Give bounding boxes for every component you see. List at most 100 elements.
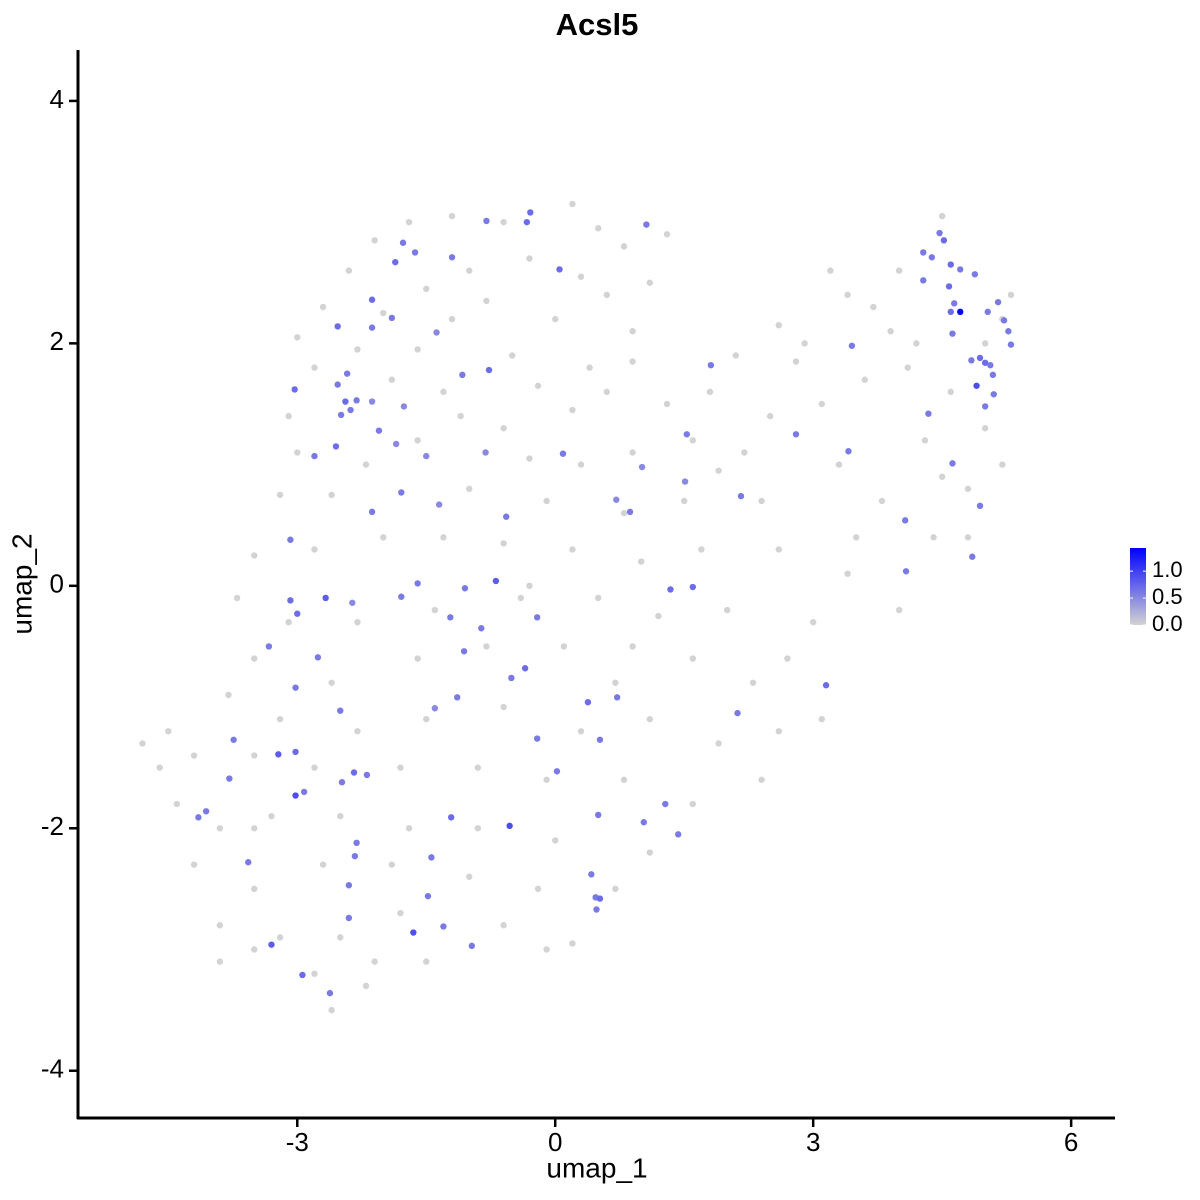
point [334, 381, 341, 388]
point [527, 209, 534, 216]
point [362, 982, 370, 990]
point [921, 437, 929, 444]
point [414, 655, 421, 662]
point [447, 814, 455, 821]
point [973, 382, 980, 389]
point [195, 814, 202, 821]
point [388, 861, 396, 868]
point [517, 594, 525, 602]
y-tick-label: 0 [50, 569, 64, 599]
point [981, 425, 989, 432]
point [707, 361, 715, 369]
point [681, 478, 689, 485]
point [533, 735, 541, 742]
point [792, 358, 800, 365]
point [265, 643, 273, 650]
point [588, 871, 595, 878]
x-tick-label: 6 [1064, 1127, 1078, 1157]
point [397, 764, 404, 771]
colorbar-label: 0.0 [1152, 611, 1183, 636]
point [328, 1006, 335, 1014]
point [749, 679, 757, 686]
point [478, 625, 485, 632]
point [371, 237, 378, 244]
point [291, 386, 298, 393]
point [216, 922, 224, 929]
point [818, 400, 825, 408]
point [844, 291, 851, 299]
point [343, 370, 351, 377]
point [945, 283, 953, 290]
point [870, 303, 877, 311]
point [251, 752, 258, 759]
point [392, 258, 399, 266]
point [230, 736, 237, 743]
point [1007, 291, 1015, 299]
point [435, 501, 443, 508]
point [949, 460, 956, 467]
point [500, 922, 507, 929]
point [362, 461, 370, 468]
point [447, 614, 454, 621]
point [509, 352, 516, 359]
point [433, 329, 440, 336]
point [276, 715, 284, 723]
point [667, 586, 674, 593]
point [775, 321, 782, 329]
point [314, 654, 322, 661]
point [251, 552, 258, 559]
point [947, 308, 954, 316]
point [345, 267, 353, 274]
point [375, 427, 383, 434]
point [981, 340, 989, 347]
point [400, 403, 408, 410]
y-tick-label: 4 [50, 84, 64, 114]
point [577, 273, 585, 280]
point [827, 267, 834, 274]
point [190, 861, 198, 868]
point [556, 266, 563, 273]
point [925, 410, 932, 417]
point [431, 606, 439, 614]
point [500, 540, 507, 547]
point [596, 736, 604, 743]
x-tick-label: 0 [548, 1127, 562, 1157]
point [483, 217, 490, 225]
point [354, 618, 361, 626]
point [741, 449, 748, 456]
point [928, 254, 936, 261]
x-tick-label: 3 [806, 1127, 820, 1157]
point [405, 825, 413, 832]
point [577, 728, 585, 735]
point [560, 643, 568, 650]
chart-title: Acsl5 [556, 7, 639, 42]
point [990, 391, 997, 398]
point [569, 406, 576, 414]
point [643, 221, 650, 228]
point [629, 328, 636, 335]
point [523, 218, 531, 226]
point [715, 467, 722, 474]
point [901, 517, 909, 524]
point [411, 249, 419, 256]
point [448, 254, 456, 261]
point [674, 831, 682, 838]
point [245, 859, 252, 866]
point [766, 412, 774, 420]
point [457, 412, 464, 420]
point [216, 958, 224, 965]
point [559, 450, 567, 457]
point [758, 776, 765, 783]
point [349, 599, 356, 606]
point [801, 340, 808, 347]
point [586, 364, 593, 371]
point [468, 942, 476, 950]
point [326, 989, 334, 997]
point [613, 694, 621, 701]
point [626, 508, 634, 516]
point [322, 594, 329, 602]
colorbar-label: 1.0 [1152, 557, 1183, 582]
point [981, 359, 989, 366]
point [337, 934, 344, 941]
